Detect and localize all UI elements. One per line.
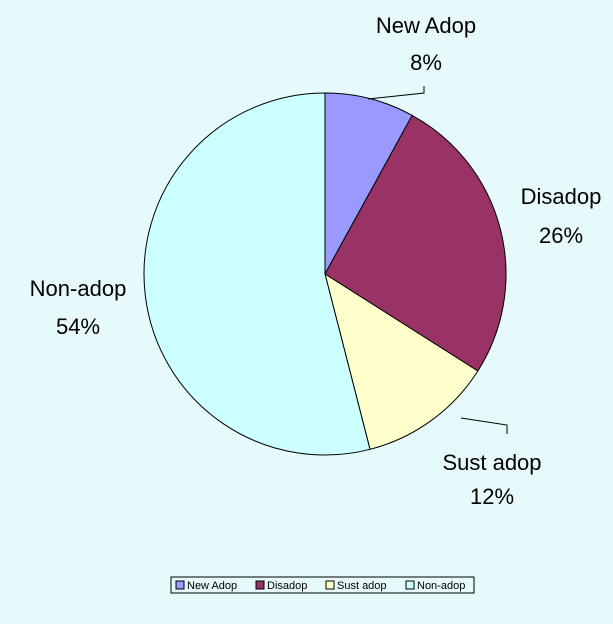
pie-slices <box>143 92 507 456</box>
slice-label-disadop: Disadop <box>521 184 602 209</box>
slice-label-sust-adop: Sust adop <box>442 450 541 475</box>
legend-label-sust-adop: Sust adop <box>337 580 387 592</box>
slice-value-non-adop: 54% <box>56 314 100 339</box>
slice-labels: New Adop 8% Disadop 26% Sust adop 12% Non-adop… <box>30 13 602 509</box>
legend-swatch-sust-adop <box>325 580 335 590</box>
legend-swatch-non-adop <box>405 580 415 590</box>
legend: New Adop Disadop Sust adop Non-adop <box>170 576 475 594</box>
pie-slice-non-adop <box>143 92 371 456</box>
legend-label-new-adop: New Adop <box>187 580 237 592</box>
leader-lines <box>367 86 508 434</box>
legend-swatch-new-adop <box>175 580 185 590</box>
slice-value-new-adop: 8% <box>410 50 442 75</box>
slice-value-sust-adop: 12% <box>470 484 514 509</box>
leader-line-sust-adop <box>460 417 508 434</box>
slice-label-non-adop: Non-adop <box>30 276 127 301</box>
legend-label-non-adop: Non-adop <box>417 580 465 592</box>
legend-label-disadop: Disadop <box>267 580 307 592</box>
pie-slice-disadop <box>324 114 507 372</box>
slice-label-new-adop: New Adop <box>376 13 476 38</box>
pie-slice-sust-adop <box>324 272 479 450</box>
legend-swatch-disadop <box>255 580 265 590</box>
legend-box <box>170 576 475 594</box>
slice-value-disadop: 26% <box>539 223 583 248</box>
leader-line-new-adop <box>367 86 425 100</box>
